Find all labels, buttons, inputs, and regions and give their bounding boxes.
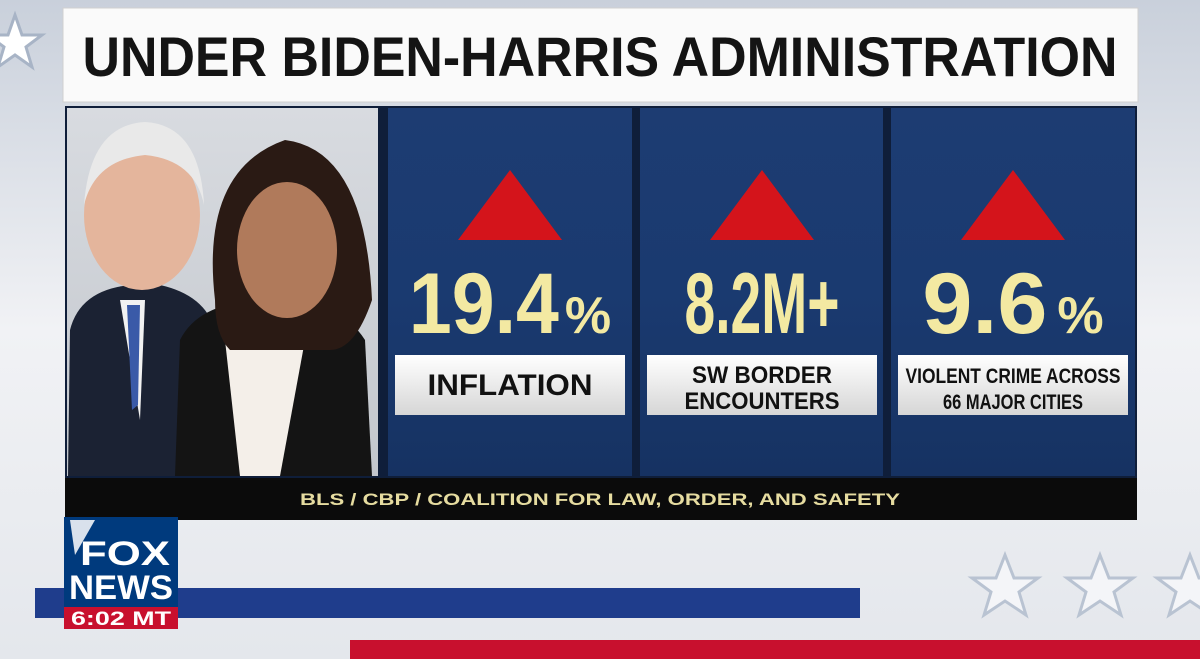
stat-label: 66 MAJOR CITIES	[943, 391, 1083, 414]
red-bar	[350, 640, 1200, 659]
stat-figure: 9.6%	[922, 256, 1103, 352]
stat-label: SW BORDER	[692, 362, 832, 389]
star	[0, 10, 47, 71]
suffix: %	[565, 287, 611, 345]
time: 6:02 MT	[71, 609, 172, 630]
stat-card: 8.2M+ SW BORDER ENCOUNTERS	[640, 108, 883, 476]
figure: 8.2M+	[685, 256, 840, 352]
logo-line: FOX	[80, 535, 170, 573]
figure: 9.6	[922, 256, 1047, 352]
source: BLS / CBP / COALITION FOR LAW, ORDER, AN…	[300, 490, 901, 509]
stat-figure: 8.2M+	[685, 256, 840, 352]
photo	[67, 108, 378, 476]
figure: 19.4	[409, 256, 559, 352]
stat-card: 19.4% INFLATION	[388, 108, 632, 476]
stat-figure: 19.4%	[409, 256, 611, 352]
source-bar	[65, 478, 1137, 520]
title-bar	[62, 7, 1139, 103]
stat-label: ENCOUNTERS	[685, 388, 840, 415]
fox-news-logo: FOX NEWS 6:02 MT	[64, 517, 178, 630]
up-triangle	[458, 170, 562, 240]
up-triangle	[961, 170, 1065, 240]
stat-label: VIOLENT CRIME ACROSS	[906, 365, 1121, 388]
stat-label: INFLATION	[428, 369, 593, 402]
stars	[967, 550, 1200, 619]
stat-card: 9.6% VIOLENT CRIME ACROSS 66 MAJOR CITIE…	[891, 108, 1135, 476]
up-triangle	[710, 170, 814, 240]
suffix: %	[1057, 287, 1103, 345]
logo-line: NEWS	[69, 569, 173, 607]
title: UNDER BIDEN-HARRIS ADMINISTRATION	[83, 25, 1118, 88]
